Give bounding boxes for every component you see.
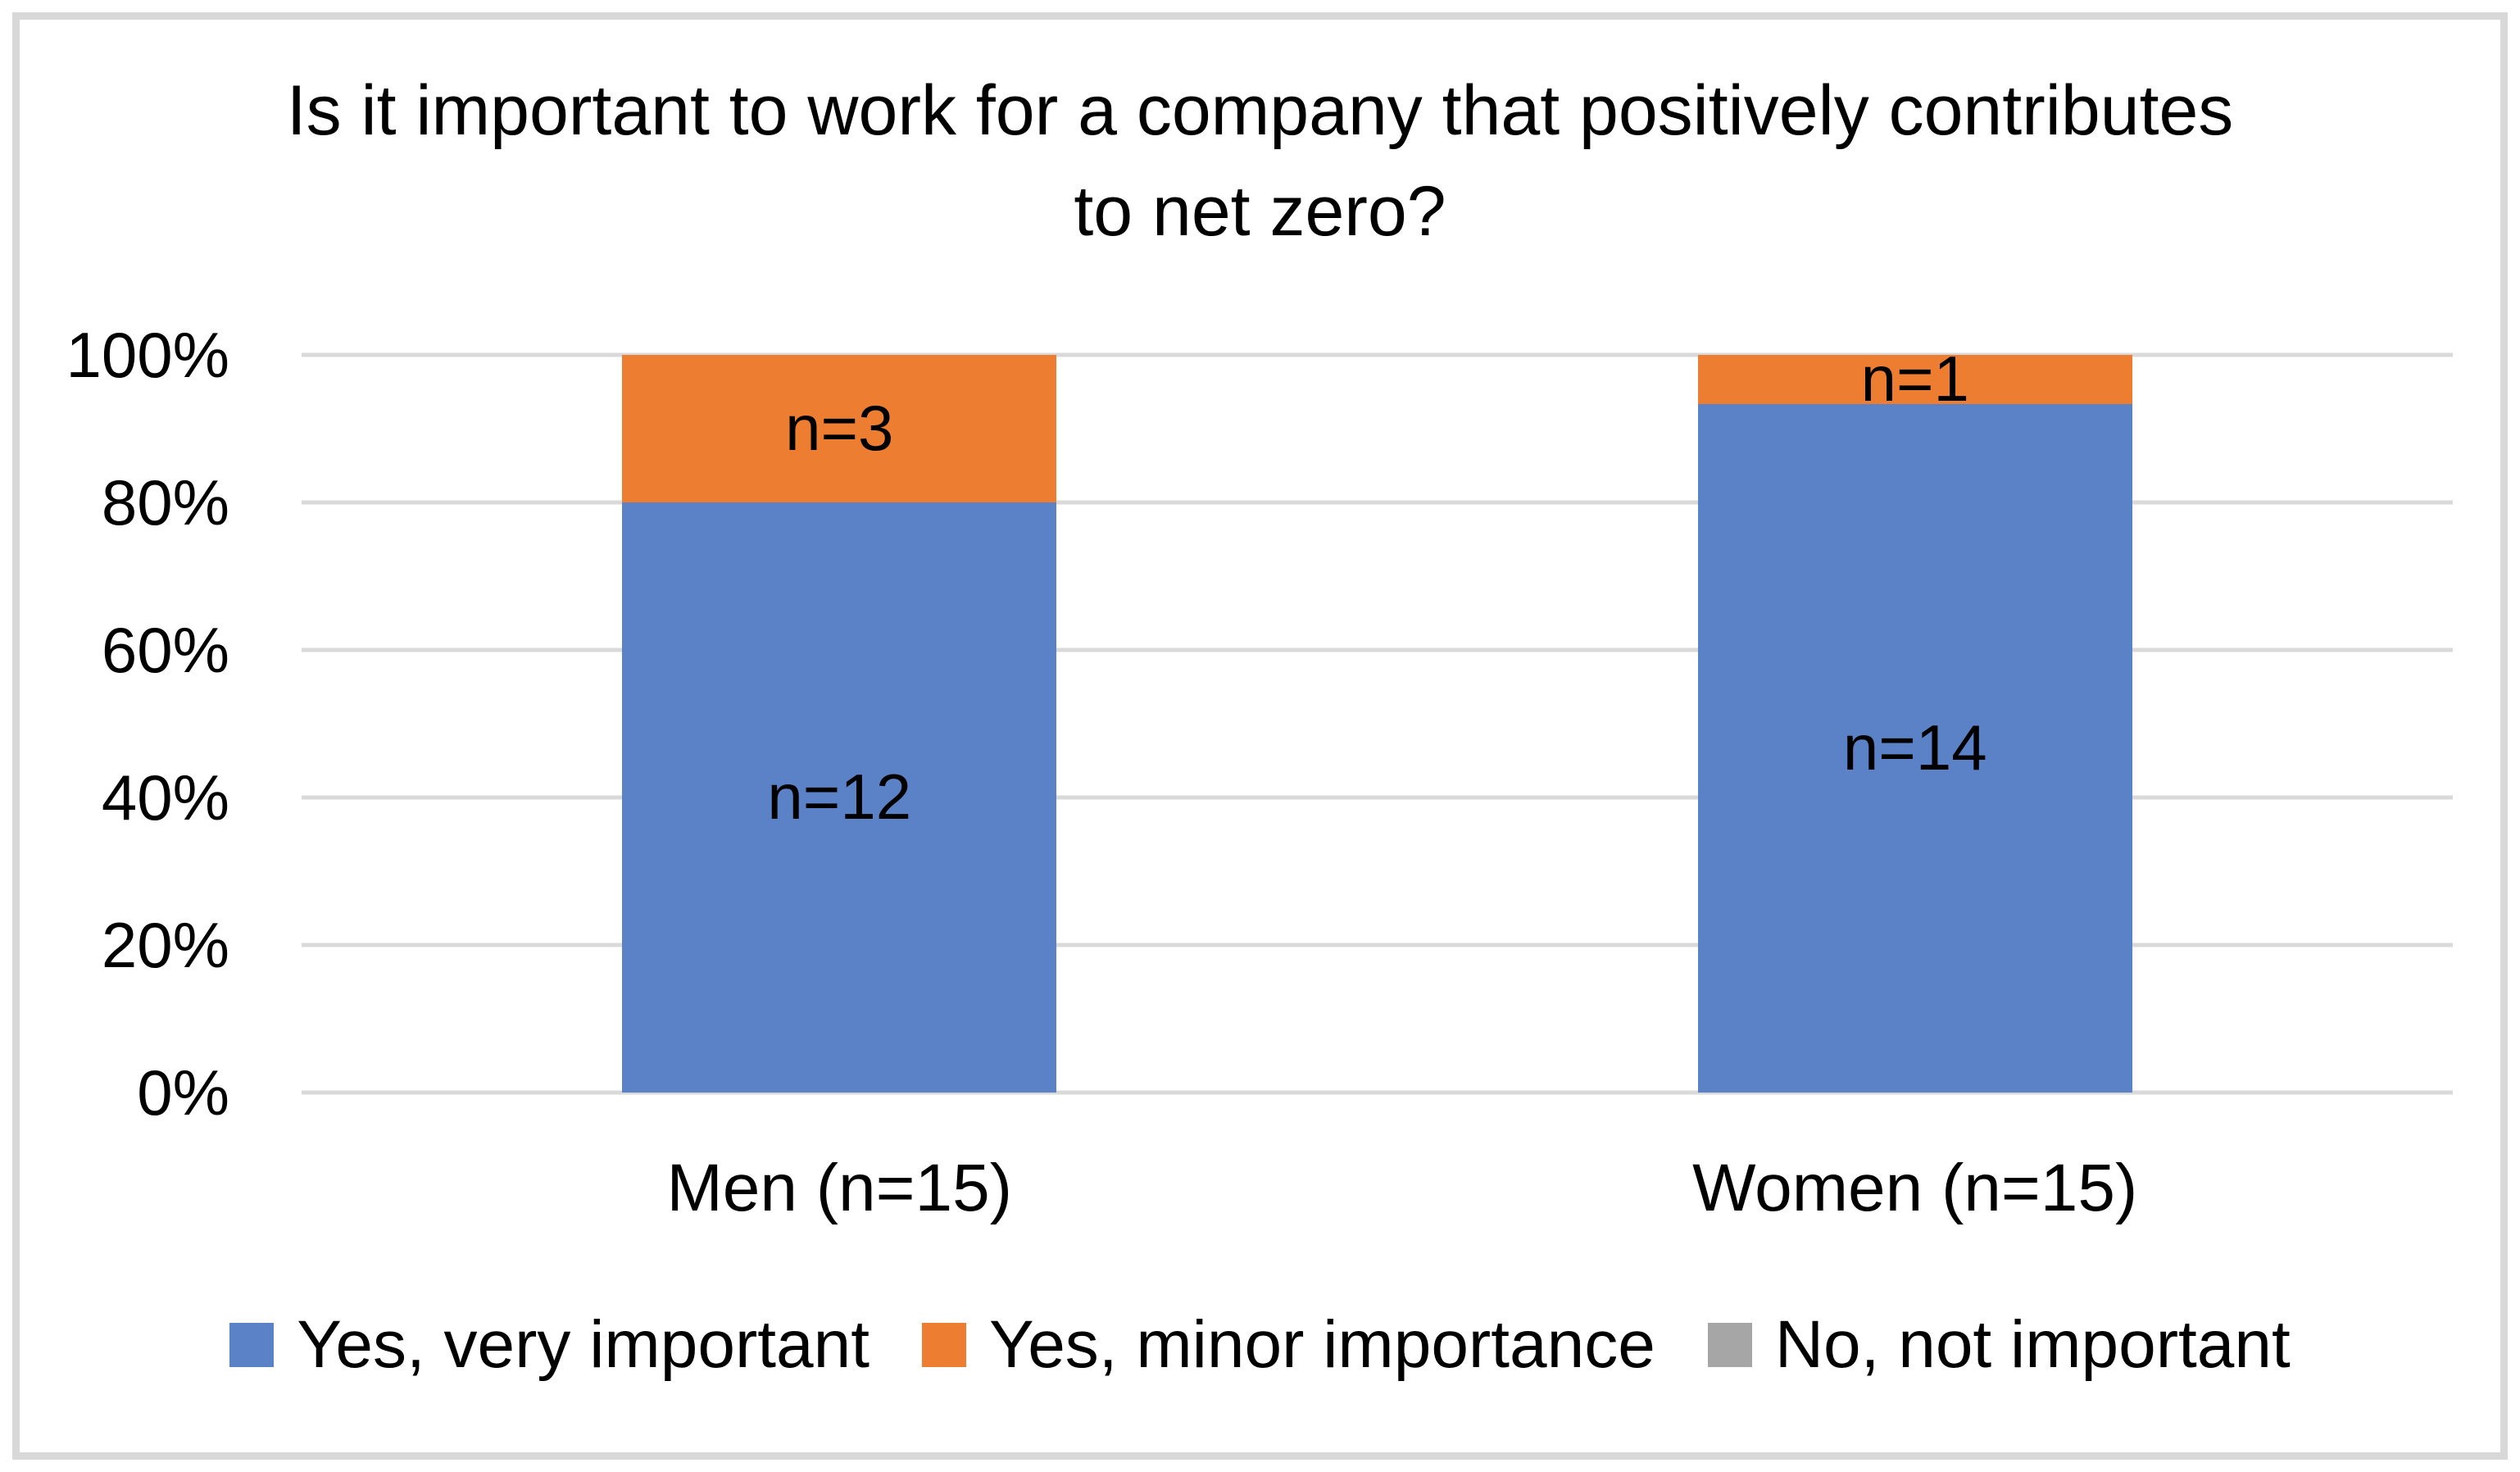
y-tick-label-60: 60% [101,614,229,686]
gridline-60 [302,647,2453,652]
y-tick-label-40: 40% [101,761,229,834]
legend-item-yes-very-important: Yes, very important [229,1306,870,1383]
y-tick-label-100: 100% [66,319,230,391]
x-axis-label-men-n-15: Men (n=15) [666,1151,1013,1225]
legend-label: No, not important [1774,1307,2291,1382]
gridline-100 [302,352,2453,357]
bar-column-women-n-15: n=14 n=1 [1697,343,2132,1093]
legend-item-no-not-important: No, not important [1707,1306,2291,1383]
gridline-80 [302,500,2453,505]
x-axis-label-women-n-15: Women (n=15) [1692,1151,2138,1225]
segment-yes-minor-importance-women-n-15: n=1 [1697,343,2132,414]
legend: Yes, very important Yes, minor importance… [0,1306,2520,1383]
plot-area: 0% 20% 40% 60% 80% 100% n=12 n=3 n=14 n=1 Men (n… [66,323,2453,1225]
legend-item-yes-minor-importance: Yes, minor importance [922,1306,1655,1383]
y-tick-label-80: 80% [101,466,229,538]
gridline-0 [302,1090,2453,1095]
data-label: n=1 [1860,343,1969,416]
gridline-20 [302,943,2453,947]
bar-column-men-n-15: n=12 n=3 [622,355,1057,1093]
segment-yes-very-important-women-n-15: n=14 [1697,404,2132,1093]
segment-yes-minor-importance-men-n-15: n=3 [622,355,1057,502]
chart-title: Is it important to work for a company th… [286,71,2234,251]
y-tick-label-20: 20% [101,909,229,981]
legend-swatch-icon [1707,1323,1752,1367]
legend-swatch-icon [922,1323,967,1367]
data-label: n=12 [767,761,912,834]
y-tick-label-0: 0% [137,1056,229,1129]
data-label: n=3 [785,392,894,465]
legend-swatch-icon [229,1323,275,1367]
gridline-40 [302,795,2453,800]
legend-label: Yes, minor importance [989,1307,1655,1382]
legend-label: Yes, very important [297,1307,870,1382]
segment-yes-very-important-men-n-15: n=12 [622,502,1057,1093]
data-label: n=14 [1842,711,1987,784]
